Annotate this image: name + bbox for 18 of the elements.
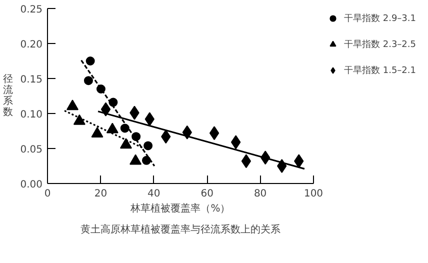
x-tick-label: 0 xyxy=(44,188,51,200)
x-tick-label: 60 xyxy=(200,188,214,200)
y-axis-title: 径流系数 xyxy=(3,74,14,118)
y-tick-label: 0.05 xyxy=(20,144,42,156)
y-tick-label: 0.15 xyxy=(20,74,42,86)
x-tick-label: 100 xyxy=(304,188,324,200)
y-tick-label: 0.10 xyxy=(20,110,42,120)
x-tick-label: 20 xyxy=(94,188,108,200)
x-tick-label: 40 xyxy=(148,188,160,200)
legend-label: 干旱指数 2.3–2.5 xyxy=(344,38,416,50)
legend-label: 干旱指数 1.5–2.1 xyxy=(344,64,416,76)
y-tick-label: 0.20 xyxy=(20,40,42,50)
x-tick-label: 80 xyxy=(254,188,267,200)
x-axis-title: 林草植被覆盖率（%） xyxy=(130,202,230,214)
text: 黄土高原林草植被覆盖率与径流系数上的关系 xyxy=(80,224,280,236)
y-tick-label: 0.00 xyxy=(20,180,42,190)
legend-label: 干旱指数 2.9–3.1 xyxy=(344,12,416,24)
y-tick-label: 0.25 xyxy=(20,4,42,16)
